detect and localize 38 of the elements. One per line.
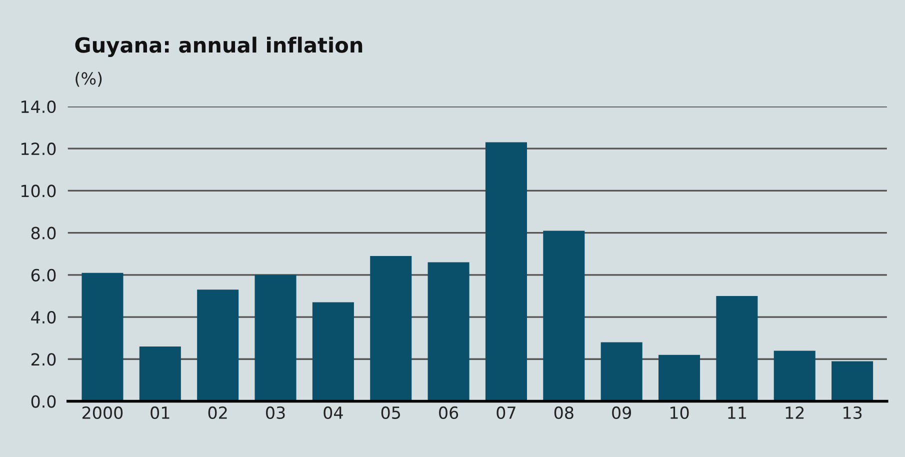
y-tick-label: 2.0 xyxy=(31,353,56,366)
y-tick-label: 12.0 xyxy=(21,142,56,156)
x-tick-label: 06 xyxy=(439,406,458,420)
x-tick-label: 04 xyxy=(324,406,343,420)
x-tick-label: 03 xyxy=(266,406,285,420)
x-tick-label: 02 xyxy=(208,406,227,420)
x-tick-label: 11 xyxy=(728,406,746,419)
y-tick-label: 10.0 xyxy=(21,184,56,198)
bar xyxy=(428,262,470,402)
chart-subtitle: (%) xyxy=(76,72,102,87)
bar xyxy=(312,302,354,402)
bar xyxy=(197,290,239,402)
y-tick-label: 0.0 xyxy=(31,395,56,408)
bar xyxy=(543,230,585,402)
bar xyxy=(832,361,874,402)
chart-title: Guyana: annual inflation xyxy=(75,36,362,58)
bar xyxy=(370,256,412,402)
bar xyxy=(82,272,124,402)
bar xyxy=(774,350,816,402)
bar xyxy=(254,274,296,402)
bar xyxy=(716,296,758,402)
x-tick-label: 05 xyxy=(381,406,400,420)
bar xyxy=(658,354,700,402)
x-tick-label: 13 xyxy=(844,406,862,420)
y-tick-label: 14.0 xyxy=(21,100,56,114)
x-tick-label: 07 xyxy=(496,406,516,420)
x-tick-label: 2000 xyxy=(82,406,123,420)
x-tick-label: 09 xyxy=(612,406,632,420)
bar xyxy=(600,342,642,402)
x-tick-label: 08 xyxy=(554,406,574,420)
x-tick-label: 12 xyxy=(786,406,804,419)
y-tick-label: 8.0 xyxy=(31,226,56,240)
y-tick-label: 6.0 xyxy=(31,268,56,282)
bar xyxy=(485,142,527,402)
bar xyxy=(139,346,181,402)
x-tick-label: 10 xyxy=(670,406,689,420)
y-tick-label: 4.0 xyxy=(31,310,56,324)
x-tick-label: 01 xyxy=(150,406,170,420)
